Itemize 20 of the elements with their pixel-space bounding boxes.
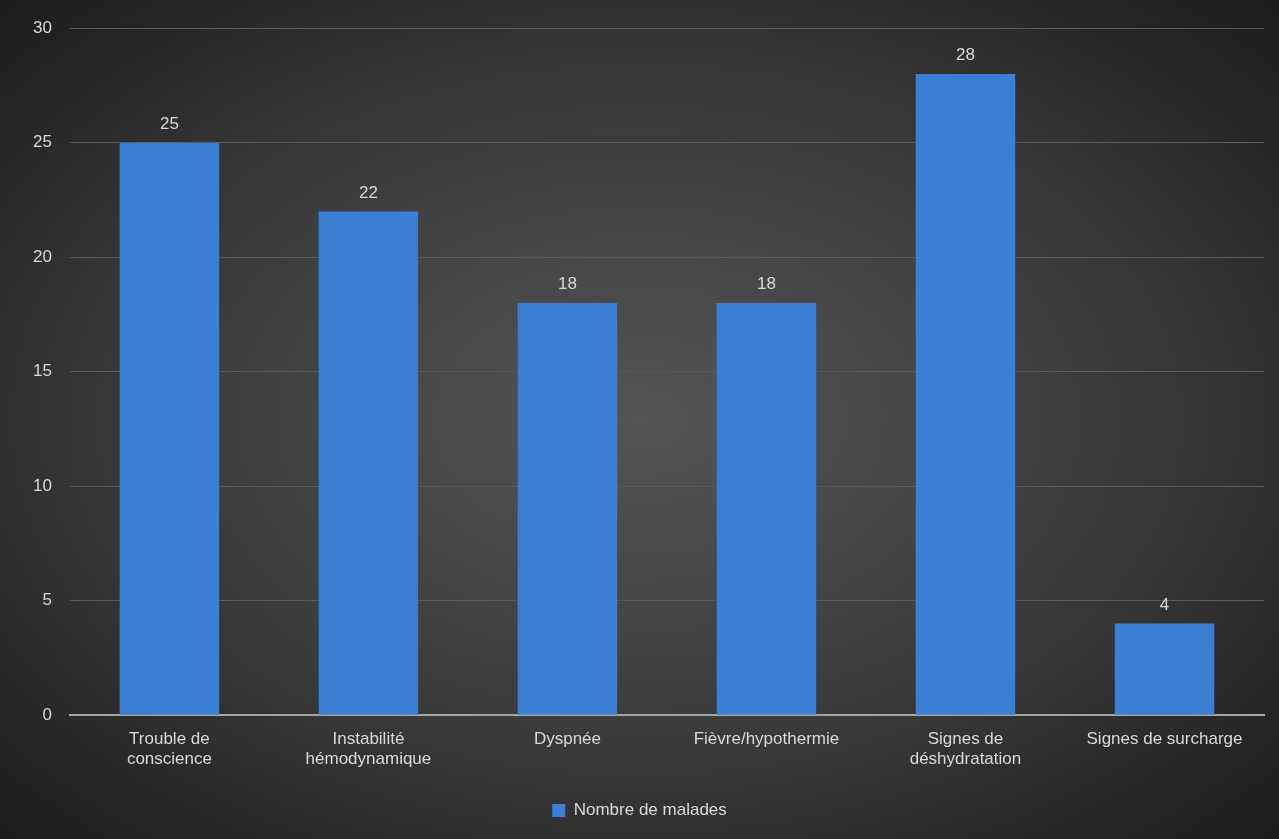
y-tick-label: 0	[42, 704, 52, 724]
x-tick-label: Signes de déshydratation	[909, 729, 1022, 769]
data-label: 22	[358, 182, 378, 202]
y-tick-label: 5	[42, 590, 52, 610]
y-tick-label: 30	[32, 17, 52, 37]
legend-label: Nombre de malades	[573, 800, 727, 820]
y-tick-label: 15	[32, 361, 52, 381]
data-label: 4	[1159, 594, 1170, 614]
data-label: 18	[757, 274, 776, 294]
y-tick-label: 25	[32, 132, 52, 152]
x-tick-label: Trouble de conscience	[126, 729, 212, 769]
x-tick-label: Instabilité hémodynamique	[305, 729, 432, 769]
x-tick-label: Dyspnée	[533, 729, 601, 749]
data-label: 18	[557, 274, 577, 294]
x-tick-label: Signes de surcharge	[1086, 729, 1243, 749]
data-label: 28	[956, 45, 975, 65]
y-tick-label: 20	[32, 246, 52, 266]
y-tick-label: 10	[32, 475, 52, 495]
data-label: 25	[159, 113, 179, 133]
x-tick-label: Fièvre/hypothermie	[693, 729, 840, 749]
